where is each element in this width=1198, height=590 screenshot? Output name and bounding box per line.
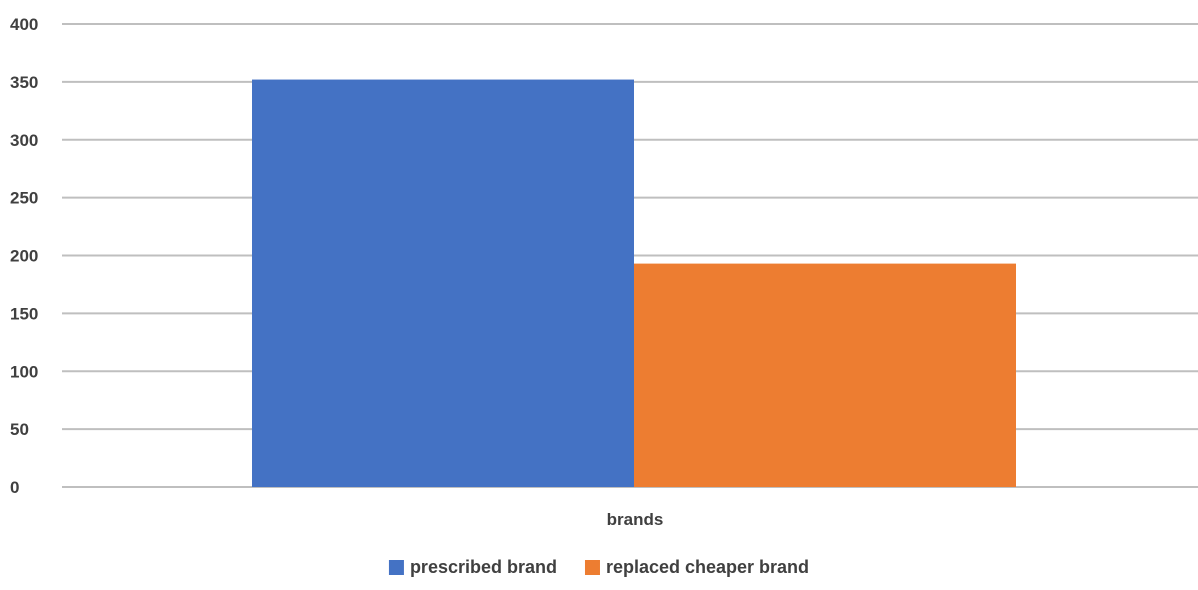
legend-label: replaced cheaper brand: [606, 557, 809, 577]
x-axis-category-labels: brands: [607, 510, 664, 529]
y-tick-label: 50: [10, 420, 29, 439]
legend-item-replaced-cheaper-brand: replaced cheaper brand: [584, 557, 809, 577]
bars: [252, 79, 1016, 487]
legend: prescribed brand replaced cheaper brand: [388, 557, 809, 577]
y-tick-label: 400: [10, 15, 38, 34]
legend-item-prescribed-brand: prescribed brand: [388, 557, 557, 577]
y-tick-label: 100: [10, 362, 38, 381]
y-tick-label: 200: [10, 247, 38, 266]
y-tick-label: 0: [10, 478, 19, 497]
y-tick-label: 250: [10, 189, 38, 208]
x-category-label: brands: [607, 510, 664, 529]
legend-swatch: [584, 560, 600, 575]
y-tick-label: 300: [10, 131, 38, 150]
y-tick-label: 350: [10, 73, 38, 92]
legend-label: prescribed brand: [410, 557, 557, 577]
y-axis-tick-labels: 0 50 100 150 200 250 300 350 400: [10, 15, 38, 497]
bar-prescribed-brand: [252, 79, 634, 487]
legend-swatch: [388, 560, 404, 575]
y-tick-label: 150: [10, 304, 38, 323]
bar-replaced-cheaper-brand: [634, 263, 1016, 487]
